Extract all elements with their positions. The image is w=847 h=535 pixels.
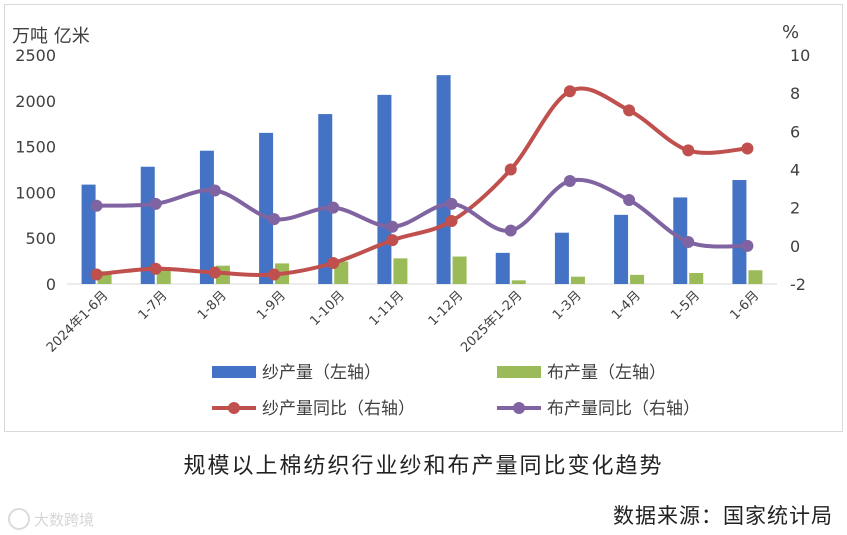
yarn-yoy-point [208, 266, 221, 279]
yarn-output-bar [259, 132, 274, 284]
chart-frame [4, 4, 843, 432]
left-tick-label: 500 [25, 229, 56, 248]
x-tick-label: 1-5月 [668, 288, 703, 323]
x-tick-label: 1-6月 [727, 288, 762, 323]
right-tick-label: 0 [790, 237, 800, 256]
yarn-output-bar [199, 150, 214, 284]
yarn-yoy-line [94, 86, 750, 277]
x-tick-label: 1-9月 [254, 288, 289, 323]
cloth-yoy-point [149, 197, 162, 210]
cloth-yoy-point [327, 201, 340, 214]
yarn-yoy-point [504, 163, 517, 176]
yarn-output-bar [436, 75, 451, 284]
cloth-output-bar [630, 274, 645, 284]
cloth-output-bar [334, 261, 349, 284]
x-tick-label: 1-12月 [426, 288, 467, 329]
legend-cloth-output-label: 布产量（左轴） [547, 363, 666, 383]
yarn-output-bar [140, 166, 155, 284]
left-tick-label: 0 [46, 275, 56, 294]
x-tick-label: 1-4月 [609, 288, 644, 323]
yarn-yoy-point [386, 234, 399, 247]
legend-yarn-output-swatch [212, 366, 256, 378]
yarn-yoy-point [90, 268, 103, 281]
cloth-output-bar [156, 269, 171, 284]
cloth-yoy-point [90, 199, 103, 212]
left-tick-label: 1500 [15, 138, 56, 157]
cloth-yoy-point [386, 220, 399, 233]
legend-cloth-output-swatch [497, 366, 541, 378]
x-tick-label: 1-3月 [550, 288, 585, 323]
chart-caption: 规模以上棉纺织行业纱和布产量同比变化趋势 [183, 454, 664, 479]
yarn-output-bar [318, 114, 333, 284]
cloth-yoy-point [741, 239, 754, 252]
yarn-yoy-point [268, 268, 281, 281]
legend-cloth-yoy: 布产量同比（右轴） [497, 399, 700, 419]
yarn-yoy-point [563, 85, 576, 98]
left-axis-unit: 万吨 亿米 [12, 26, 90, 47]
left-tick-label: 2500 [15, 46, 56, 65]
right-tick-label: 2 [790, 199, 800, 218]
cloth-yoy-point [563, 174, 576, 187]
right-tick-label: 6 [790, 122, 800, 141]
left-tick-label: 1000 [15, 183, 56, 202]
yarn-yoy-point [445, 215, 458, 228]
yarn-output-bar [377, 94, 392, 284]
cloth-output-bar [570, 276, 585, 284]
yarn-yoy-point [149, 262, 162, 275]
right-axis-unit: % [782, 22, 799, 43]
yarn-output-bar [673, 197, 688, 284]
legend-cloth-yoy-label: 布产量同比（右轴） [547, 399, 700, 419]
yarn-yoy-point [741, 142, 754, 155]
cloth-yoy-point [208, 184, 221, 197]
right-tick-label: 8 [790, 84, 800, 103]
cloth-yoy-point [504, 224, 517, 237]
watermark-text: 大数跨境 [34, 510, 95, 529]
cloth-output-bar [511, 280, 526, 284]
cloth-output-bar [748, 270, 763, 284]
cloth-yoy-point [445, 197, 458, 210]
cloth-yoy-line [94, 177, 750, 249]
legend-yarn-yoy-label: 纱产量同比（右轴） [262, 399, 415, 419]
left-tick-label: 2000 [15, 92, 56, 111]
legend-yarn-output-label: 纱产量（左轴） [262, 363, 381, 383]
yarn-yoy-point [623, 104, 636, 117]
chart: 0 500 1000 1500 2000 2500 -2 0 2 4 6 8 10 万吨 亿米 % 2024年… [12, 22, 810, 419]
watermark: 大数跨境 [8, 508, 94, 530]
cloth-yoy-point [623, 194, 636, 207]
legend-yarn-yoy: 纱产量同比（右轴） [212, 399, 415, 419]
x-tick-label: 1-11月 [367, 288, 408, 329]
x-tick-label: 2025年1-2月 [458, 288, 525, 355]
legend-cloth-output: 布产量（左轴） [497, 363, 666, 383]
data-source: 数据来源：国家统计局 [613, 504, 833, 528]
cloth-output-bar [689, 273, 704, 284]
right-tick-label: 4 [790, 161, 800, 180]
cloth-output-bar [393, 258, 408, 284]
x-tick-label: 1-8月 [195, 288, 230, 323]
yarn-output-bar [614, 214, 629, 284]
cloth-yoy-point [268, 213, 281, 226]
cloth-yoy-point [682, 236, 695, 249]
right-tick-label: -2 [790, 275, 806, 294]
right-tick-label: 10 [790, 46, 810, 65]
x-tick-label: 1-7月 [136, 288, 171, 323]
yarn-output-bar [554, 232, 569, 284]
yarn-yoy-point [327, 257, 340, 270]
yarn-output-bar [495, 252, 510, 284]
watermark-logo-icon [8, 508, 30, 530]
legend-yarn-output: 纱产量（左轴） [212, 363, 381, 383]
x-tick-label: 2024年1-6月 [44, 288, 111, 355]
x-tick-label: 1-10月 [307, 288, 348, 329]
yarn-output-bar [81, 184, 96, 284]
cloth-output-bar [452, 256, 467, 284]
legend-yarn-yoy-swatch-marker [228, 402, 240, 414]
yarn-output-bar [732, 180, 747, 284]
yarn-yoy-point [682, 144, 695, 157]
legend-cloth-yoy-swatch-marker [513, 402, 525, 414]
